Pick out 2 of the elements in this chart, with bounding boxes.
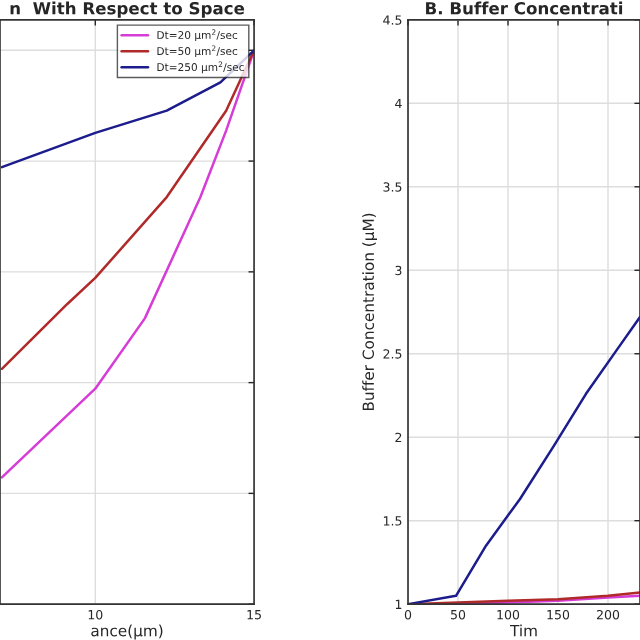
chart-title: n With Respect to Space xyxy=(10,1,245,18)
chart-title: B. Buffer Concentrati xyxy=(426,1,623,15)
